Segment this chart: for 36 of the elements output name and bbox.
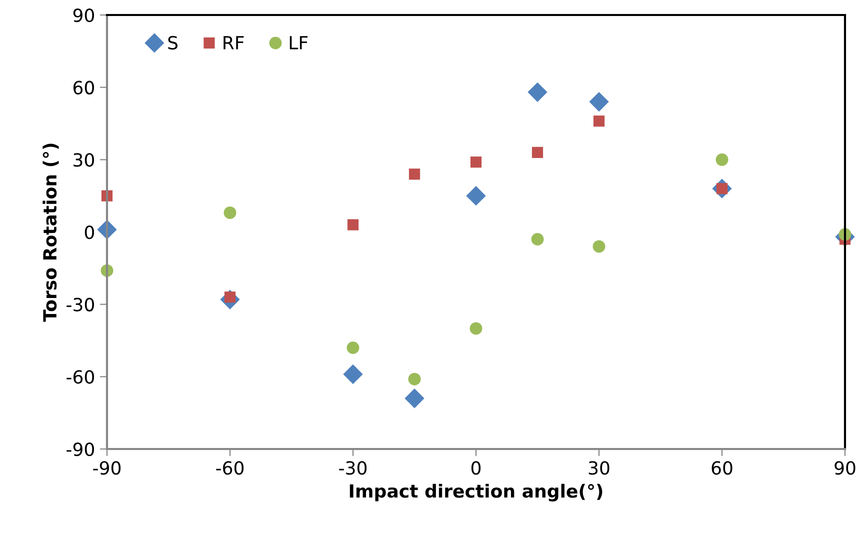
y-tick-label: -30 (66, 298, 94, 312)
x-tick-label: 90 (834, 461, 856, 475)
point (404, 388, 424, 408)
point (589, 92, 609, 112)
x-tick-label: 0 (471, 461, 481, 475)
point (343, 364, 363, 384)
point (470, 322, 482, 335)
x-tick-label: -30 (339, 461, 367, 475)
point (592, 240, 606, 253)
legend-label: LF (290, 36, 308, 50)
y-axis-title: Torso Rotation (°) (42, 144, 59, 322)
x-tick-label: -90 (93, 461, 121, 475)
point (408, 168, 420, 180)
y-tick-label: 30 (74, 153, 94, 167)
y-tick-label: -60 (66, 370, 94, 384)
y-tick-label: 0 (84, 225, 94, 240)
x-tick-label: -60 (216, 461, 244, 475)
legend-label: RF (224, 36, 244, 50)
y-tick-label: 60 (73, 80, 94, 94)
y-tick-label: -90 (66, 442, 94, 456)
y-tick-label: 90 (73, 8, 94, 22)
x-tick-label: 60 (712, 461, 732, 475)
point (531, 232, 544, 246)
legend-label: S (168, 36, 178, 50)
x-tick-label: 30 (588, 461, 610, 475)
point (466, 186, 486, 206)
point (470, 156, 482, 168)
point (532, 146, 544, 158)
point (408, 372, 421, 386)
point (716, 153, 728, 166)
point (593, 116, 605, 127)
point (346, 341, 360, 354)
point (347, 219, 359, 230)
x-axis-title: Impact direction angle(°) (350, 484, 602, 502)
point (224, 206, 236, 219)
point (528, 82, 548, 102)
